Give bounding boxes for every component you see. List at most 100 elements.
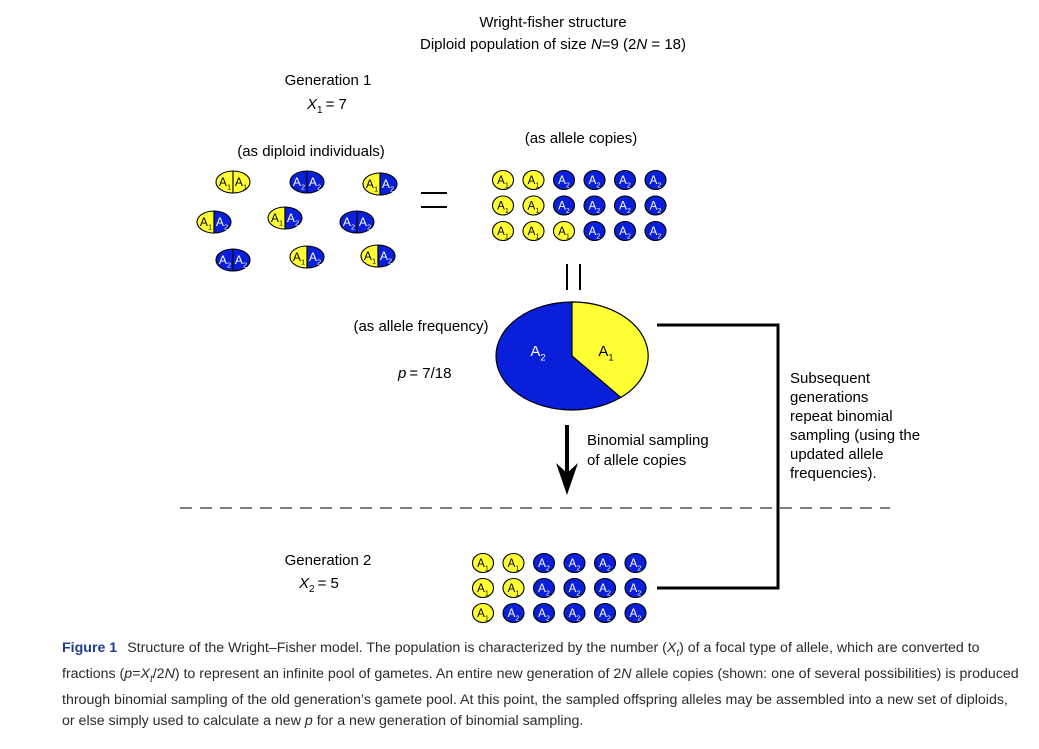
generation-1-label: Generation 1 [285,72,372,89]
allele-label: A2 [650,201,662,215]
wright-fisher-diagram: Wright-fisher structure Diploid populati… [180,14,920,624]
caption-text: Structure of the Wright–Fisher model. Th… [62,640,1019,729]
allele-label: A2 [309,250,321,267]
allele-copy-shape [624,577,647,599]
allele-label: A2 [569,558,581,572]
allele-copy: A2 [552,169,576,191]
diagram-title-line1: Wright-fisher structure [479,14,626,31]
caption-fragment: X [140,665,150,682]
caption-fragment: Structure of the Wright–Fisher model. Th… [127,640,667,656]
allele-label: A1 [598,343,613,363]
allele-copy-shape [563,552,586,574]
diploid-individual: A2 A2 [215,248,251,272]
allele-label: A2 [650,175,662,189]
gen1-allele-copies-grid: A1 A1 A2 A2 A2 A2 A1 A1 A2 A2 A2 A2 A1 A1 A1 A2 A2 A2 [491,169,667,242]
allele-copy: A2 [532,577,556,599]
caption-fragment: N [621,665,632,682]
allele-copy-shape [471,602,495,624]
allele-label: A2 [359,215,371,232]
diploid-right-half [306,245,325,269]
diploid-individual: A1 A2 [196,210,232,234]
allele-label: A1 [497,201,509,215]
gen2-allele-copies-grid: A1 A1 A2 A2 A2 A2 A1 A1 A2 A2 A2 A2 A1 A2 A2 A2 A2 A2 [471,552,647,624]
allele-label: A2 [309,175,321,192]
diploid-right-half [232,248,251,272]
caption-fragment: ) of a focal type of allele, which are c… [62,640,980,682]
caption-fragment: p [304,712,313,729]
allele-label: A2 [599,558,611,572]
allele-label: A2 [589,175,601,189]
allele-copy: A2 [563,577,586,599]
allele-label: A2 [293,175,305,192]
allele-copy: A1 [522,195,545,216]
allele-label: A2 [508,608,520,622]
allele-copy-shape [471,577,495,599]
allele-copy: A1 [522,220,545,242]
diploid-right-half [377,244,396,268]
allele-label: A2 [589,226,601,240]
allele-copy: A2 [644,220,667,242]
allele-label: A1 [477,558,489,572]
allele-copy: A2 [624,552,647,574]
allele-label: A2 [216,215,228,232]
allele-copy: A1 [491,195,515,216]
allele-copy-shape [583,220,606,242]
allele-label: A1 [364,249,376,266]
allele-label: A2 [538,558,550,572]
allele-copy-shape [471,552,495,574]
caption-fragment: /2 [152,665,165,682]
allele-copy: A2 [532,552,556,574]
diploid-individual: A1 A2 [267,206,303,230]
allele-label: A1 [271,211,283,228]
allele-copy: A1 [491,220,515,242]
allele-copy: A2 [563,552,586,574]
diploid-right-half [379,172,398,196]
allele-label: A2 [630,608,642,622]
binomial-sampling-label-line1: Binomial sampling [587,432,709,449]
allele-label: A1 [293,250,305,267]
diploid-right-half [284,206,303,230]
diploid-left-half [360,244,379,268]
allele-copy: A1 [471,577,495,599]
allele-copy: A2 [552,195,576,216]
allele-label: A2 [558,175,570,189]
allele-label: A2 [287,211,299,228]
allele-label: A1 [528,175,540,189]
diploid-individual: A1 A2 [289,245,325,269]
allele-copy: A2 [613,169,637,191]
allele-label: A2 [599,608,611,622]
allele-label: A1 [528,201,540,215]
allele-label: A1 [477,583,489,597]
allele-copy: A2 [644,195,667,216]
vertical-equals-sign [566,264,581,290]
allele-label: A2 [530,343,545,363]
allele-copy: A1 [552,220,576,242]
caption-fragment: t [149,673,153,685]
allele-copy-shape [552,220,576,242]
allele-copy: A2 [593,577,617,599]
allele-copy: A2 [644,169,667,191]
allele-label: A1 [235,175,247,192]
allele-label: A2 [343,215,355,232]
allele-copy: A2 [624,602,647,624]
allele-copy-shape [502,602,525,624]
sampling-arrow [556,425,578,495]
allele-label: A1 [558,226,570,240]
allele-copy-shape [593,577,617,599]
diploid-individual: A1 A2 [360,244,396,268]
allele-copy: A2 [563,602,586,624]
allele-copy-shape [563,602,586,624]
diploid-left-half [289,245,308,269]
allele-label: A2 [382,177,394,194]
caption-fragment: X [666,640,677,656]
diploid-individuals-label: (as diploid individuals) [237,143,385,160]
allele-label: A2 [538,608,550,622]
allele-label: A1 [366,177,378,194]
allele-frequency-label: (as allele frequency) [353,318,488,335]
caption-fragment: for a new generation of binomial samplin… [312,712,584,729]
allele-copy-shape [644,195,667,216]
allele-copy-shape [491,195,515,216]
allele-label: A1 [219,175,231,192]
allele-label: A1 [200,215,212,232]
